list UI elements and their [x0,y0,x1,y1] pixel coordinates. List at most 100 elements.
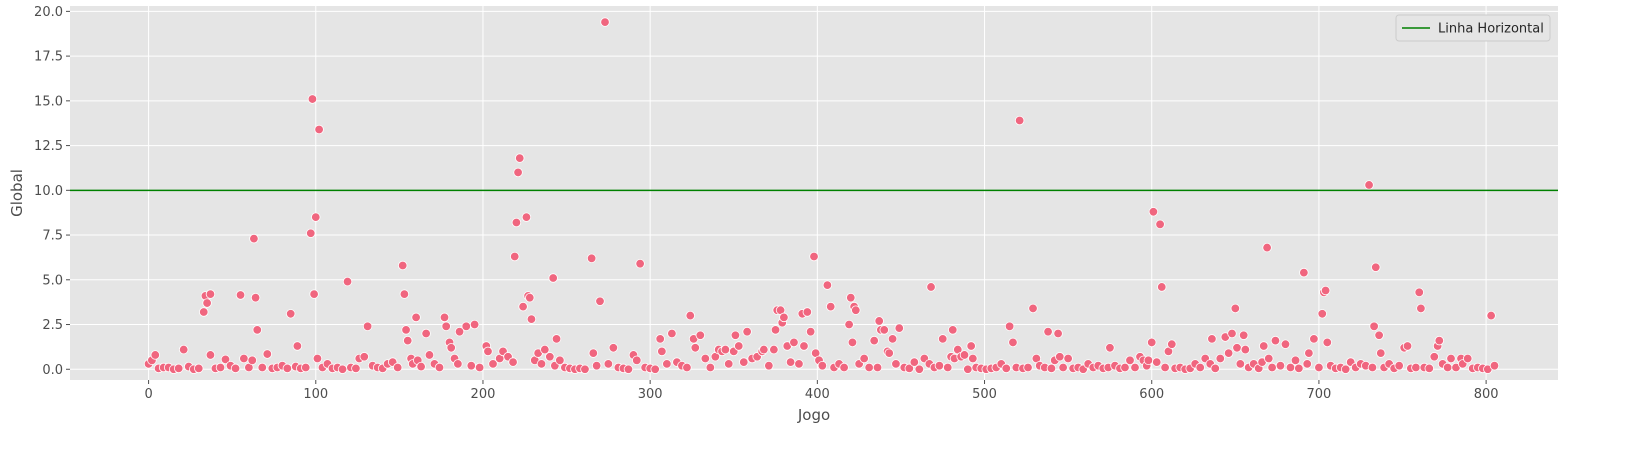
legend-label: Linha Horizontal [1438,22,1544,37]
data-point [411,312,421,323]
data-point [789,337,799,348]
data-point [650,364,660,374]
data-point [966,341,976,351]
y-tick-label: 17.5 [34,50,63,65]
data-point [342,276,353,287]
data-point [667,328,677,339]
data-point [511,217,522,228]
data-point [518,301,528,312]
data-point [194,363,204,374]
data-point [734,341,744,351]
data-point [904,363,914,374]
data-point [695,330,706,340]
data-point [770,325,781,335]
data-point [513,167,523,178]
data-point [1210,363,1220,374]
data-point [249,233,259,244]
data-point [536,359,547,369]
x-tick-label: 300 [638,387,663,402]
data-point [1148,207,1159,217]
data-point [1130,362,1140,373]
data-point [545,352,555,362]
data-point [1262,242,1272,253]
data-point [1125,355,1135,366]
data-point [1299,267,1309,278]
data-point [1143,355,1154,366]
data-point [1043,326,1053,337]
data-point [466,360,476,371]
data-point [1371,262,1381,272]
data-point [1489,360,1500,371]
data-point [879,325,889,335]
data-point [1442,362,1453,373]
x-tick-label: 800 [1474,387,1499,402]
data-point [1058,362,1068,373]
x-tick-label: 700 [1307,387,1332,402]
data-point [150,350,160,360]
data-point [591,360,602,371]
data-point [398,260,408,271]
data-point [510,251,520,262]
data-point [1207,334,1217,344]
data-point [205,350,216,360]
data-point [623,364,634,374]
data-point [421,328,431,339]
data-point [948,325,958,335]
data-point [461,321,471,332]
data-point [759,344,769,355]
data-point [851,305,861,315]
data-point [1309,334,1319,344]
y-tick-label: 10.0 [34,184,63,199]
data-point [874,316,884,326]
data-point [799,341,809,351]
data-point [914,364,925,374]
data-point [548,273,558,283]
data-point [742,326,752,337]
data-point [690,343,700,353]
data-point [1240,344,1251,355]
data-point [869,335,879,346]
data-point [525,292,535,303]
data-point [257,362,267,373]
data-point [805,326,816,337]
data-point [1105,343,1115,353]
data-point [215,362,226,373]
data-point [655,334,665,344]
data-point [739,357,749,367]
data-point [1429,352,1439,362]
data-point [474,362,485,373]
y-tick-label: 7.5 [42,229,63,244]
data-point [521,212,532,222]
data-point [1463,353,1473,364]
x-tick-label: 500 [972,387,997,402]
data-point [1270,335,1281,346]
data-point [891,359,901,369]
data-point [247,355,257,366]
data-point [441,321,451,332]
data-point [700,353,711,364]
data-point [846,292,856,303]
data-point [252,325,262,335]
data-point [483,346,493,357]
data-point [1215,353,1225,364]
data-point [779,312,789,323]
data-point [705,362,716,373]
data-point [1486,310,1496,321]
x-tick-label: 400 [805,387,830,402]
data-point [926,282,936,292]
data-point [1367,362,1378,373]
data-point [963,364,973,374]
data-point [809,251,819,262]
data-point [847,337,858,348]
data-point [392,362,403,373]
data-point [884,348,894,358]
data-point [1402,341,1413,351]
data-point [399,289,410,299]
data-point [1167,339,1177,349]
data-point [1394,360,1404,371]
data-point [337,364,348,374]
data-point [416,361,426,372]
data-point [1290,355,1301,366]
data-point [351,363,361,374]
data-point [1014,115,1025,126]
